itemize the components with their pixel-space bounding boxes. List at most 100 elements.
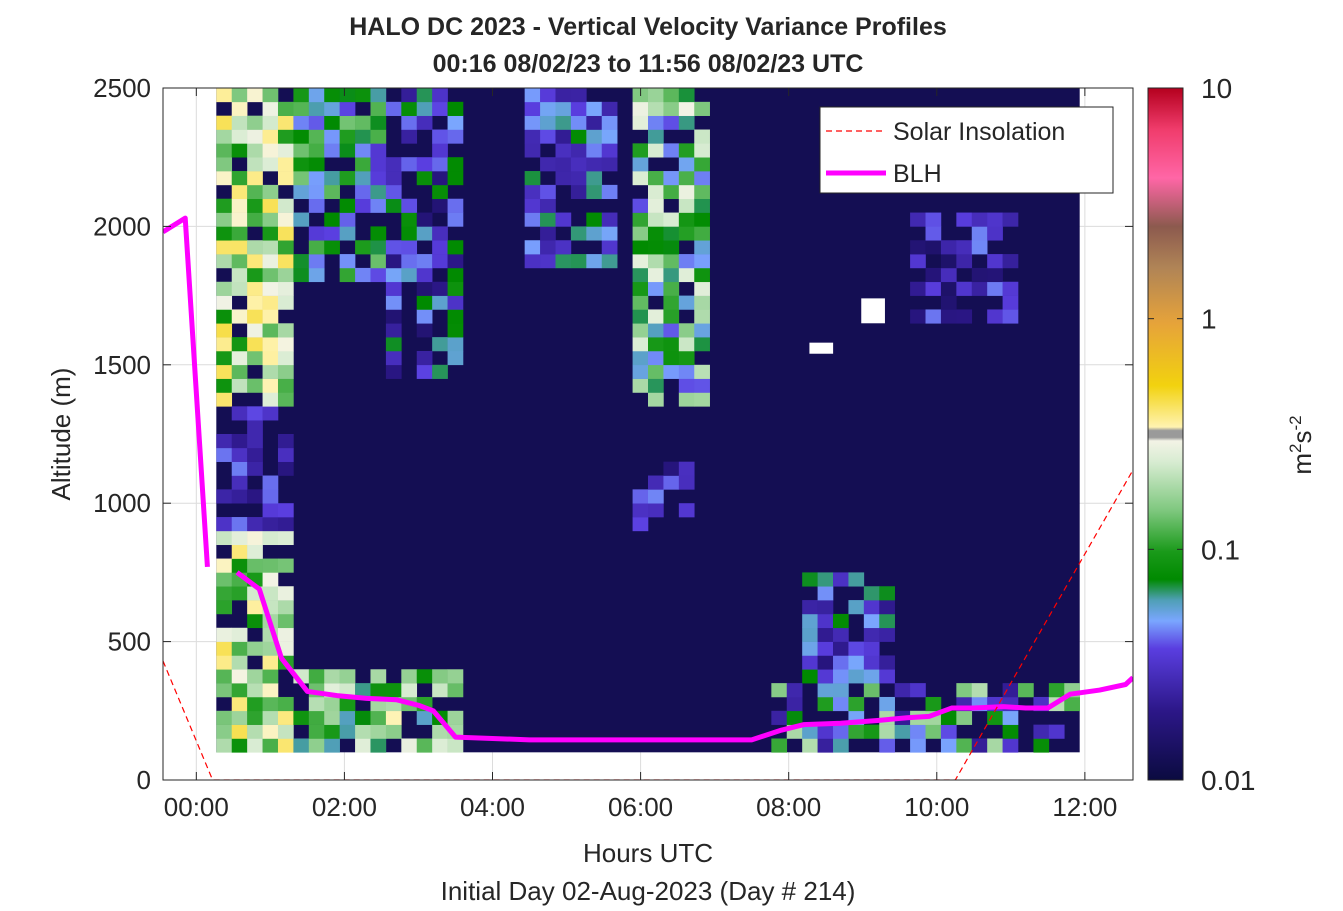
heatmap-cell: [678, 101, 695, 116]
heatmap-cell: [632, 517, 649, 532]
heatmap-cell: [277, 350, 294, 366]
colorbar-tick-label: 0.01: [1201, 765, 1256, 796]
heatmap-cell: [648, 489, 664, 504]
heatmap-cell: [694, 212, 710, 227]
heatmap-cell: [848, 669, 865, 684]
heatmap-cell: [231, 558, 248, 573]
heatmap-cell: [940, 267, 957, 283]
heatmap-cell: [231, 184, 248, 200]
colorbar: 0.01 0.1 1 10 m2s-2: [1147, 73, 1317, 796]
heatmap-cell: [678, 350, 695, 366]
heatmap-cell: [601, 184, 618, 200]
heatmap-cell: [694, 226, 710, 241]
heatmap-cell: [324, 143, 340, 158]
heatmap-cell: [277, 101, 294, 116]
heatmap-cell: [817, 627, 834, 642]
heatmap-cell: [262, 350, 279, 366]
heatmap-cell: [277, 447, 294, 462]
heatmap-cell: [678, 88, 695, 103]
heatmap-cell: [308, 696, 325, 712]
heatmap-cell: [247, 115, 263, 130]
heatmap-cell: [216, 627, 233, 642]
heatmap-cell: [447, 171, 464, 186]
heatmap-cell: [370, 157, 387, 172]
heatmap-cell: [355, 129, 371, 144]
heatmap-cell: [586, 184, 603, 200]
heatmap-cell: [694, 378, 710, 393]
heatmap-cell: [817, 696, 834, 712]
heatmap-cell: [678, 267, 695, 283]
heatmap-cell: [940, 724, 957, 739]
heatmap-cell: [786, 710, 803, 725]
heatmap-cell: [524, 171, 541, 186]
heatmap-cell: [231, 475, 248, 490]
heatmap-cell: [277, 503, 294, 518]
heatmap-cell: [247, 434, 263, 449]
heatmap-cell: [540, 115, 556, 130]
heatmap-cell: [894, 683, 911, 698]
heatmap-cell: [262, 503, 279, 518]
heatmap-cell: [632, 350, 649, 366]
heatmap-cell: [447, 281, 464, 296]
heatmap-cell: [432, 295, 448, 310]
x-tick-label: 10:00: [904, 792, 969, 822]
heatmap-cell: [771, 738, 788, 753]
heatmap-cell: [940, 254, 957, 269]
heatmap-cell: [416, 309, 433, 324]
heatmap-cell: [339, 115, 356, 130]
heatmap-cell: [447, 157, 464, 172]
blh-line: [235, 570, 1133, 743]
heatmap-cell: [663, 461, 680, 476]
heatmap-cell: [694, 337, 710, 352]
heatmap-cell: [848, 572, 865, 587]
heatmap-cell: [678, 212, 695, 227]
heatmap-cell: [863, 627, 880, 642]
heatmap-cell: [432, 669, 448, 684]
heatmap-cell: [293, 171, 310, 186]
heatmap-cell: [370, 198, 387, 213]
heatmap-cell: [385, 710, 402, 725]
y-tick-label: 1000: [93, 488, 151, 518]
heatmap-cell: [447, 240, 464, 255]
heatmap-cell: [339, 696, 356, 712]
x-tick-label: 08:00: [756, 792, 821, 822]
heatmap-cell: [1002, 295, 1019, 310]
heatmap-cell: [277, 267, 294, 283]
heatmap-cell: [216, 350, 233, 366]
heatmap-cell: [416, 710, 433, 725]
heatmap-cells: [216, 88, 1080, 753]
heatmap-cell: [416, 323, 433, 338]
heatmap-cell: [863, 613, 880, 629]
heatmap-cell: [277, 558, 294, 573]
heatmap-cell: [678, 171, 695, 186]
heatmap-cell: [247, 461, 263, 476]
heatmap-cell: [247, 641, 263, 656]
heatmap-cell: [401, 101, 418, 116]
heatmap-cell: [632, 157, 649, 172]
heatmap-cell: [231, 350, 248, 366]
solar-insolation-line: [163, 469, 1133, 780]
heatmap-cell: [863, 586, 880, 601]
heatmap-cell: [385, 364, 402, 379]
heatmap-cell: [910, 212, 926, 227]
heatmap-cell: [308, 254, 325, 269]
heatmap-cell: [370, 724, 387, 739]
heatmap-cell: [570, 115, 587, 130]
heatmap-cell: [277, 364, 294, 379]
heatmap-cell: [894, 724, 911, 739]
heatmap-cell: [247, 683, 263, 698]
heatmap-cell: [385, 309, 402, 324]
heatmap-cell: [447, 295, 464, 310]
heatmap-cell: [324, 115, 340, 130]
heatmap-cell: [987, 738, 1003, 753]
heatmap-cell: [385, 281, 402, 296]
heatmap-cell: [648, 115, 664, 130]
heatmap-cell: [277, 738, 294, 753]
heatmap-cell: [940, 738, 957, 753]
heatmap-cell: [540, 101, 556, 116]
heatmap-cell: [570, 143, 587, 158]
heatmap-cell: [879, 669, 895, 684]
heatmap-cell: [216, 434, 233, 449]
heatmap-cell: [447, 254, 464, 269]
y-tick-label: 500: [108, 627, 151, 657]
